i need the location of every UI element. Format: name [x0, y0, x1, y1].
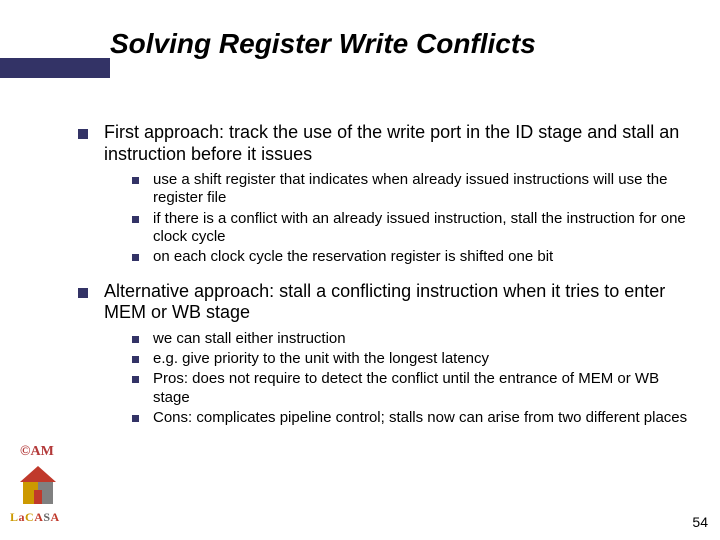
bullet-text: if there is a conflict with an already i… — [153, 210, 690, 247]
lacasa-letter: C — [25, 510, 34, 524]
slide-title: Solving Register Write Conflicts — [110, 28, 536, 60]
square-bullet-icon — [132, 376, 139, 383]
square-bullet-icon — [78, 129, 88, 139]
square-bullet-icon — [132, 177, 139, 184]
bullet-level2: Cons: complicates pipeline control; stal… — [132, 409, 690, 427]
bullet-text: Cons: complicates pipeline control; stal… — [153, 409, 687, 427]
title-accent-bar — [0, 58, 110, 78]
square-bullet-icon — [78, 288, 88, 298]
bullet-text: Alternative approach: stall a conflictin… — [104, 281, 690, 324]
bullet-level2: if there is a conflict with an already i… — [132, 210, 690, 247]
square-bullet-icon — [132, 415, 139, 422]
lacasa-letter: S — [43, 510, 50, 524]
bullet-level2: we can stall either instruction — [132, 330, 690, 348]
bullet-text: Pros: does not require to detect the con… — [153, 370, 690, 407]
sub-bullet-group: use a shift register that indicates when… — [132, 171, 690, 266]
bullet-level2: on each clock cycle the reservation regi… — [132, 248, 690, 266]
page-number: 54 — [692, 514, 708, 530]
bullet-level2: Pros: does not require to detect the con… — [132, 370, 690, 407]
bullet-text: we can stall either instruction — [153, 330, 346, 348]
content-area: First approach: track the use of the wri… — [78, 122, 690, 441]
lacasa-letter: A — [34, 510, 43, 524]
lacasa-logo-icon — [20, 466, 56, 506]
square-bullet-icon — [132, 254, 139, 261]
lacasa-label: LaCASA — [10, 510, 60, 525]
square-bullet-icon — [132, 336, 139, 343]
bullet-text: First approach: track the use of the wri… — [104, 122, 690, 165]
square-bullet-icon — [132, 216, 139, 223]
lacasa-letter: A — [51, 510, 60, 524]
square-bullet-icon — [132, 356, 139, 363]
bullet-text: use a shift register that indicates when… — [153, 171, 690, 208]
bullet-level2: use a shift register that indicates when… — [132, 171, 690, 208]
bullet-level2: e.g. give priority to the unit with the … — [132, 350, 690, 368]
slide: Solving Register Write Conflicts First a… — [0, 0, 720, 540]
sub-bullet-group: we can stall either instruction e.g. giv… — [132, 330, 690, 427]
lacasa-letter: L — [10, 510, 19, 524]
copyright-label: ©AM — [20, 444, 54, 460]
bullet-text: e.g. give priority to the unit with the … — [153, 350, 489, 368]
bullet-level1: Alternative approach: stall a conflictin… — [78, 281, 690, 324]
bullet-text: on each clock cycle the reservation regi… — [153, 248, 553, 266]
bullet-level1: First approach: track the use of the wri… — [78, 122, 690, 165]
